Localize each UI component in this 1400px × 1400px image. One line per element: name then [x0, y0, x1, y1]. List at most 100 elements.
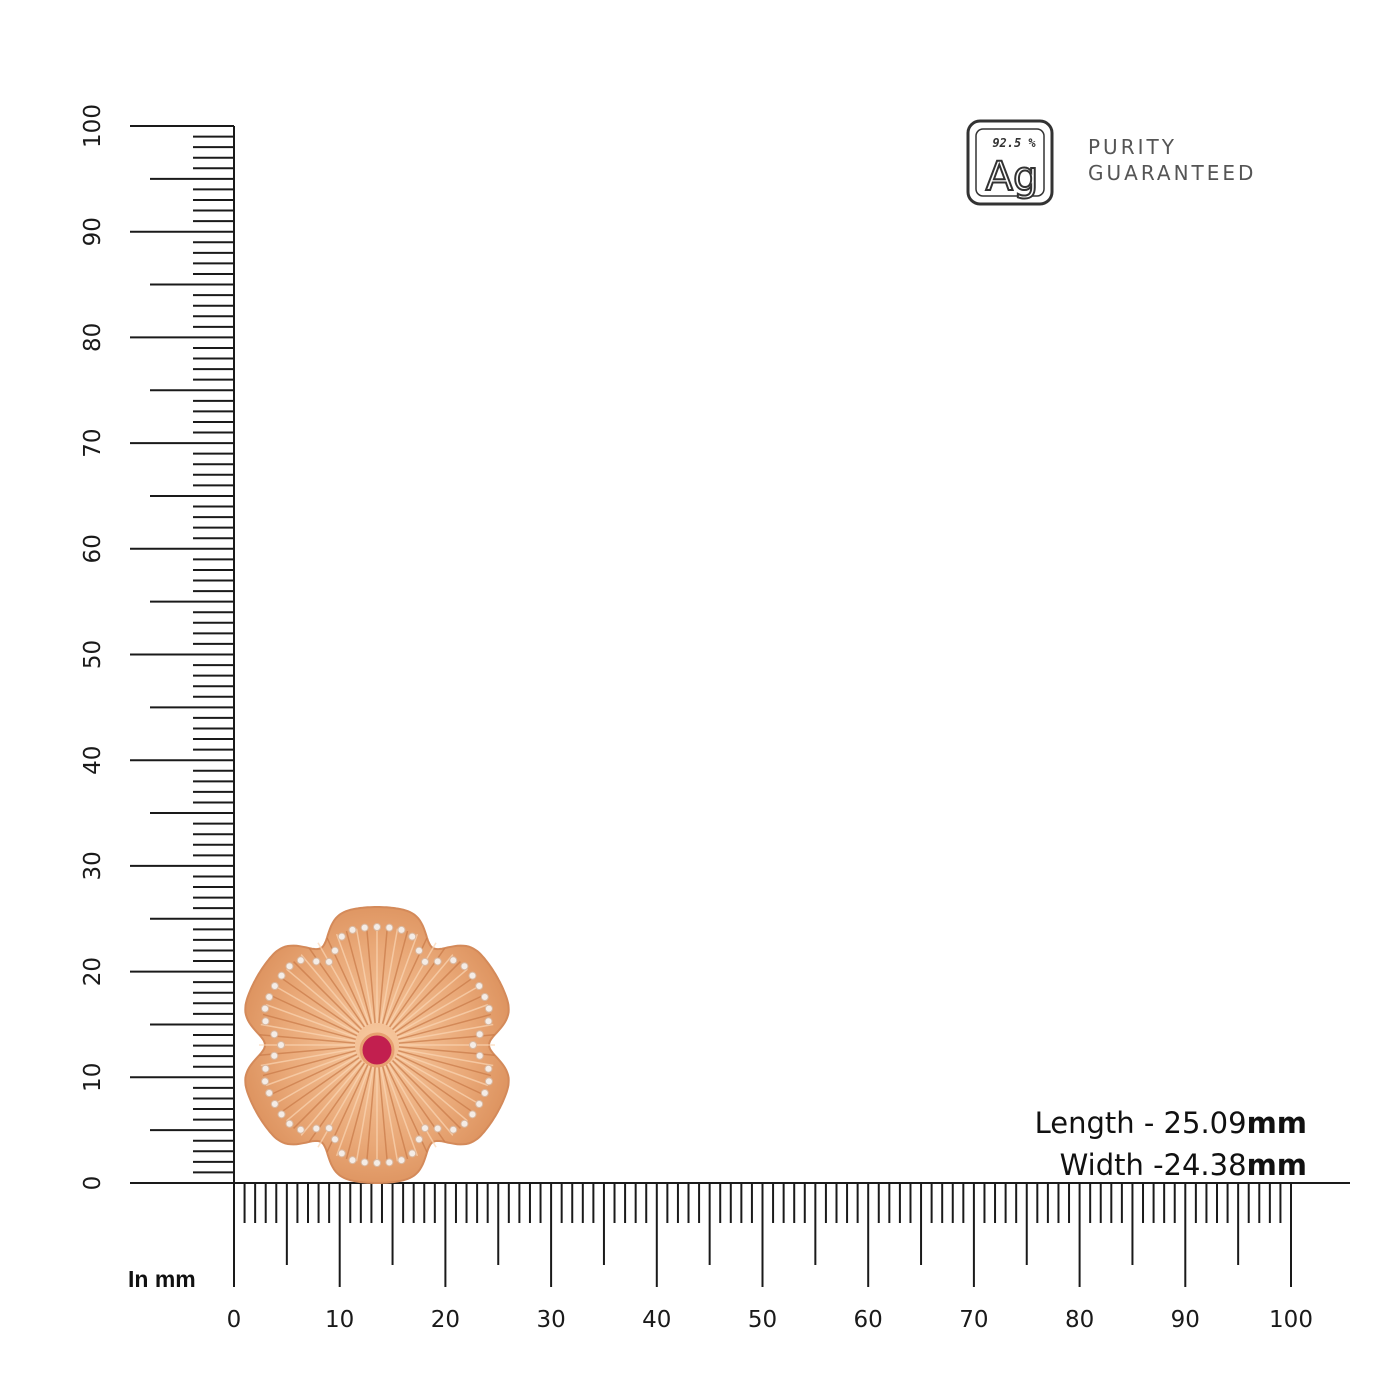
- ring-ridge: [293, 961, 362, 1030]
- ring-ridge: [390, 954, 454, 1029]
- length-value: Length - 25.09: [1034, 1106, 1247, 1140]
- ruby-center-stone: [359, 1032, 395, 1068]
- ring-stone: [270, 1051, 279, 1060]
- width-row: Width -24.38mm: [1035, 1144, 1307, 1186]
- ring-stone: [475, 1030, 484, 1039]
- ring-ridge: [397, 1003, 489, 1039]
- ring-stone: [277, 1110, 286, 1119]
- ring-ridge: [395, 1055, 480, 1105]
- y-tick-label: 60: [80, 534, 106, 563]
- ring-stone: [415, 1135, 424, 1144]
- x-tick-label: 90: [1171, 1307, 1200, 1333]
- ring-stone: [261, 1004, 270, 1013]
- ring-ridge: [398, 1048, 494, 1067]
- ring-ridge: [396, 994, 485, 1037]
- ring-ridge: [378, 1066, 389, 1163]
- ring-ridge: [380, 928, 399, 1024]
- x-tick-label: 20: [431, 1307, 460, 1333]
- ring-stone: [270, 1100, 279, 1108]
- ring-ridge: [274, 1055, 359, 1105]
- y-tick-label: 90: [80, 217, 106, 246]
- length-unit: mm: [1246, 1106, 1307, 1140]
- ring-ridge: [335, 1065, 371, 1157]
- badge-line1: PURITY: [1088, 135, 1177, 159]
- ring-stone: [330, 1135, 339, 1144]
- ring-ridge: [317, 942, 367, 1027]
- ring-ridge: [396, 1053, 485, 1096]
- ring-ridge: [383, 1065, 419, 1157]
- ring-stone: [277, 1041, 285, 1049]
- ring-stone: [348, 1156, 357, 1165]
- y-tick-label: 10: [80, 1063, 106, 1092]
- ring-stone: [408, 1149, 417, 1158]
- ring-stone: [265, 993, 274, 1002]
- ring-ridge: [286, 1058, 361, 1122]
- x-tick-label: 80: [1065, 1307, 1094, 1333]
- x-tick-label: 10: [325, 1307, 354, 1333]
- ring-stone: [312, 1124, 321, 1133]
- ring-stone: [421, 957, 429, 966]
- ring-stone: [261, 1077, 270, 1086]
- y-tick-label: 50: [80, 640, 106, 669]
- ring-ridge: [355, 928, 374, 1024]
- ring-ridge: [286, 968, 361, 1032]
- ring-ridge: [398, 1049, 492, 1077]
- ring-ridge: [393, 1058, 468, 1122]
- ring-stone: [325, 1124, 333, 1133]
- ring-ridge: [274, 985, 359, 1035]
- ring-stone: [469, 1041, 477, 1049]
- ring-stone: [475, 982, 484, 990]
- ring-stone: [475, 1051, 484, 1060]
- ring-ridge: [317, 1063, 367, 1148]
- ring-ridge: [260, 1023, 356, 1042]
- ring-ridge: [365, 1066, 376, 1163]
- ring-stone: [261, 1017, 270, 1026]
- ring-stone: [373, 1159, 381, 1167]
- ring-stone: [360, 1158, 369, 1167]
- ring-stone: [415, 946, 424, 955]
- ring-stone: [312, 957, 321, 966]
- ring-stone: [270, 1030, 279, 1039]
- ring-stone: [277, 971, 286, 980]
- ring-stone: [285, 1119, 294, 1128]
- ring-stone: [337, 932, 346, 941]
- ring-ridge: [345, 1066, 373, 1160]
- ring-ridge: [293, 1060, 362, 1129]
- ring-stone: [484, 1017, 493, 1026]
- ring-stone: [261, 1064, 270, 1073]
- ring-stone: [385, 923, 394, 932]
- ring-stone: [296, 1125, 305, 1134]
- ring-ridge: [398, 1013, 492, 1041]
- ring-ridge: [387, 942, 437, 1027]
- y-tick-label: 0: [80, 1176, 106, 1191]
- ring-ridge: [269, 1053, 358, 1096]
- ring-stone: [449, 1125, 458, 1134]
- y-tick-label: 30: [80, 851, 106, 880]
- ring-stone: [360, 923, 369, 932]
- ring-ridge: [279, 976, 360, 1033]
- ring-ridge: [365, 927, 376, 1024]
- unit-label: In mm: [128, 1266, 196, 1292]
- ring-stone: [484, 1077, 493, 1086]
- ring-ridge: [300, 954, 364, 1029]
- ring-ridge: [392, 961, 461, 1030]
- ring-ridge: [383, 933, 419, 1025]
- length-row: Length - 25.09mm: [1035, 1102, 1307, 1144]
- x-tick-label: 30: [536, 1307, 565, 1333]
- ring-ridge: [262, 1049, 356, 1077]
- ring-stone: [265, 1088, 274, 1097]
- ring-stone: [270, 982, 279, 990]
- ring-ridge: [269, 994, 358, 1037]
- ring-ridge: [335, 933, 371, 1025]
- ring-ridge: [262, 1013, 356, 1041]
- ring-stone: [337, 1149, 346, 1158]
- width-value: Width -24.38: [1059, 1148, 1247, 1182]
- ring-ridge: [398, 1023, 494, 1042]
- ring-ridge: [392, 1060, 461, 1129]
- ring-ridge: [265, 1051, 357, 1087]
- ring-stone: [433, 957, 442, 966]
- y-tick-label: 100: [80, 104, 106, 148]
- y-tick-label: 20: [80, 957, 106, 986]
